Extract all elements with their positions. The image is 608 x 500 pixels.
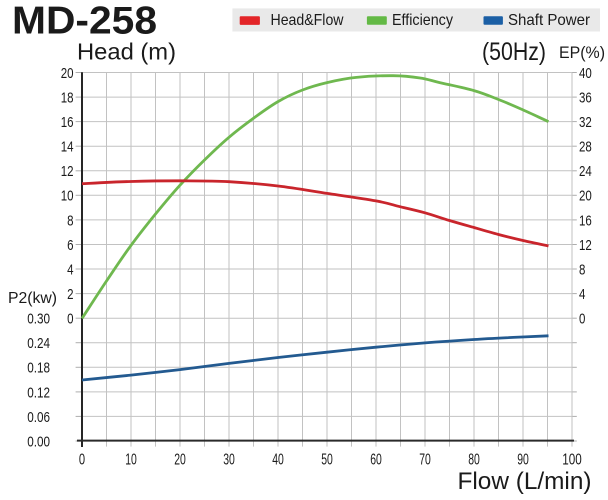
svg-text:8: 8 <box>67 213 73 229</box>
svg-text:P2(kw): P2(kw) <box>8 290 57 307</box>
svg-text:Head&Flow: Head&Flow <box>271 12 344 29</box>
svg-text:40: 40 <box>272 451 284 468</box>
svg-text:0.00: 0.00 <box>27 434 50 450</box>
svg-text:36: 36 <box>579 91 592 107</box>
svg-text:12: 12 <box>61 164 74 180</box>
svg-text:Efficiency: Efficiency <box>392 12 453 29</box>
svg-text:50: 50 <box>321 451 333 468</box>
svg-text:30: 30 <box>223 451 235 468</box>
svg-text:20: 20 <box>579 189 592 205</box>
svg-text:Head (m): Head (m) <box>77 38 176 64</box>
svg-text:Shaft Power: Shaft Power <box>508 12 591 29</box>
svg-text:60: 60 <box>370 451 382 468</box>
svg-text:80: 80 <box>468 451 480 468</box>
svg-text:32: 32 <box>579 115 592 131</box>
svg-text:0.12: 0.12 <box>27 385 50 401</box>
svg-text:20: 20 <box>61 66 74 82</box>
svg-text:16: 16 <box>61 115 74 131</box>
svg-text:0.06: 0.06 <box>27 410 50 426</box>
svg-text:6: 6 <box>67 238 73 254</box>
svg-text:90: 90 <box>517 451 529 468</box>
svg-text:20: 20 <box>174 451 186 468</box>
svg-text:100: 100 <box>562 451 582 468</box>
svg-text:8: 8 <box>579 262 585 278</box>
svg-text:40: 40 <box>579 66 592 82</box>
svg-text:12: 12 <box>579 238 592 254</box>
svg-text:0.18: 0.18 <box>27 361 50 377</box>
svg-text:EP(%): EP(%) <box>559 43 605 62</box>
svg-text:10: 10 <box>125 451 137 468</box>
svg-text:24: 24 <box>579 164 592 180</box>
svg-text:10: 10 <box>61 189 74 205</box>
svg-text:0.24: 0.24 <box>27 336 50 352</box>
svg-text:(50Hz): (50Hz) <box>482 38 546 66</box>
svg-text:0: 0 <box>79 451 85 468</box>
svg-text:70: 70 <box>419 451 431 468</box>
svg-text:4: 4 <box>579 287 585 303</box>
svg-text:2: 2 <box>67 287 73 303</box>
svg-text:28: 28 <box>579 140 592 156</box>
svg-text:0: 0 <box>579 312 585 328</box>
svg-text:MD-258: MD-258 <box>12 0 157 43</box>
svg-text:16: 16 <box>579 213 592 229</box>
svg-text:0: 0 <box>67 312 73 328</box>
svg-text:4: 4 <box>67 262 73 278</box>
svg-text:18: 18 <box>61 91 74 107</box>
svg-text:14: 14 <box>61 140 74 156</box>
svg-text:Flow (L/min): Flow (L/min) <box>458 468 592 495</box>
svg-text:0.30: 0.30 <box>27 312 50 328</box>
